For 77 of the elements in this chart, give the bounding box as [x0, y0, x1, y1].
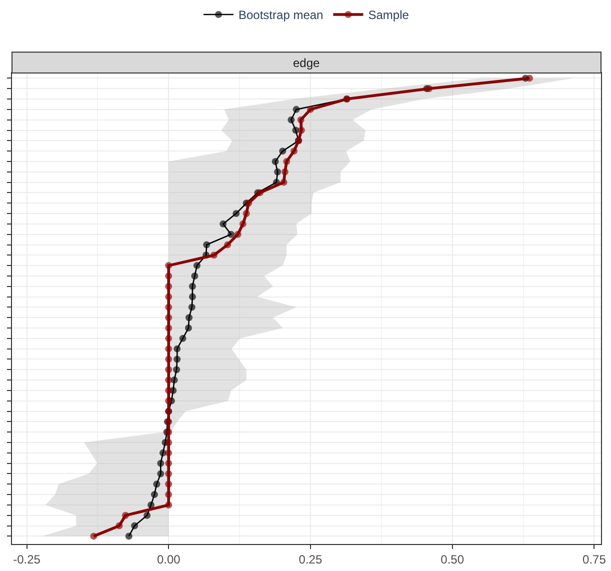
- point: [188, 282, 196, 290]
- point: [280, 178, 288, 186]
- point: [157, 460, 164, 467]
- x-tick-label: -0.25: [13, 552, 41, 566]
- point: [165, 282, 172, 290]
- point: [426, 85, 433, 92]
- point: [165, 470, 172, 478]
- point: [165, 324, 172, 332]
- point: [165, 397, 172, 404]
- point: [165, 334, 172, 342]
- point: [165, 386, 172, 394]
- point: [193, 262, 200, 270]
- x-tick-label: 0.25: [298, 552, 322, 566]
- point: [122, 512, 129, 519]
- point: [116, 522, 123, 530]
- x-tick-label: 0.00: [156, 552, 181, 566]
- point: [170, 376, 178, 384]
- point: [150, 491, 158, 498]
- point: [188, 293, 196, 300]
- point: [148, 501, 155, 508]
- point: [191, 272, 198, 280]
- x-tick-label: 0.75: [582, 552, 606, 566]
- point: [242, 210, 250, 218]
- point: [165, 304, 172, 311]
- point: [165, 345, 172, 352]
- point: [298, 126, 305, 134]
- point: [165, 491, 172, 498]
- point: [165, 460, 172, 467]
- point: [283, 158, 290, 165]
- point: [157, 470, 164, 478]
- point: [288, 116, 295, 124]
- point: [292, 106, 300, 113]
- point: [526, 74, 533, 82]
- x-tick-label: 0.50: [440, 552, 464, 566]
- point: [203, 241, 210, 248]
- point: [165, 262, 172, 270]
- point: [174, 345, 181, 352]
- point: [165, 439, 172, 446]
- point: [281, 168, 288, 176]
- point: [224, 241, 232, 248]
- point: [228, 230, 235, 238]
- point: [290, 148, 298, 155]
- point: [173, 366, 180, 374]
- legend-label: Bootstrap mean: [238, 8, 324, 22]
- point: [165, 376, 172, 384]
- point: [297, 116, 304, 124]
- point: [239, 220, 246, 228]
- point: [272, 158, 279, 165]
- point: [165, 480, 172, 488]
- point: [179, 334, 186, 342]
- point: [159, 449, 166, 456]
- point: [165, 272, 172, 280]
- point: [144, 512, 151, 519]
- point: [153, 480, 160, 488]
- point: [234, 230, 242, 238]
- point: [131, 522, 138, 530]
- point: [90, 532, 98, 540]
- point: [274, 168, 282, 176]
- point: [165, 366, 172, 374]
- chart-subtitle: edge: [293, 56, 320, 70]
- point: [232, 210, 240, 218]
- point: [279, 148, 286, 155]
- point: [306, 106, 314, 113]
- point: [245, 200, 252, 207]
- point: [165, 501, 172, 508]
- point: [220, 220, 227, 228]
- point: [125, 532, 132, 540]
- point: [165, 314, 172, 322]
- point: [165, 293, 172, 300]
- point: [188, 304, 196, 311]
- legend-label: Sample: [368, 8, 410, 22]
- point: [184, 324, 192, 332]
- point: [186, 314, 193, 322]
- point: [165, 449, 172, 456]
- point: [165, 356, 172, 363]
- point: [210, 252, 218, 259]
- point: [174, 356, 181, 363]
